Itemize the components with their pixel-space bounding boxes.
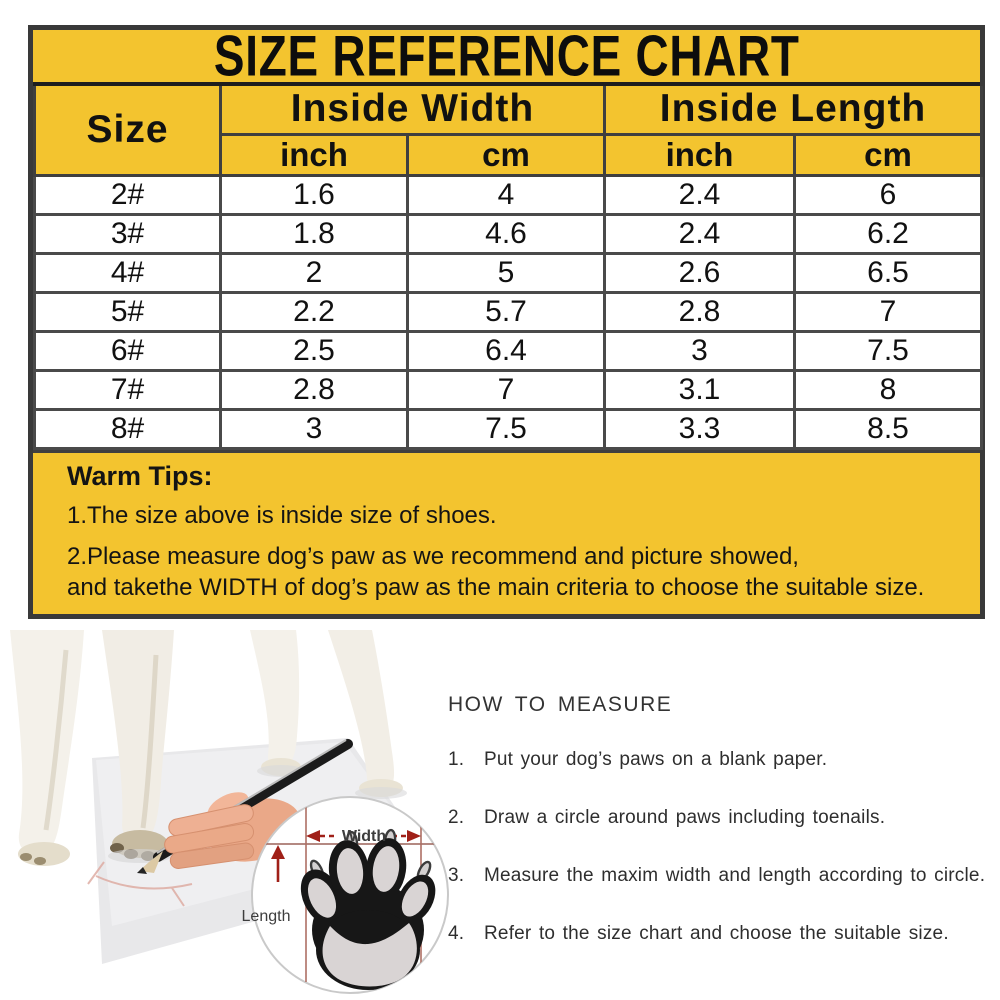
cell-l_cm: 6.5 — [793, 251, 983, 294]
cell-size: 8# — [33, 407, 222, 450]
warm-tips-line-3: and takethe WIDTH of dog’s paw as the ma… — [67, 574, 925, 602]
cell-w_in: 3 — [219, 407, 409, 450]
header-size: Size — [33, 86, 222, 177]
header-length-inch: inch — [603, 132, 796, 177]
howto-heading: HOW TO MEASURE — [448, 693, 673, 716]
size-chart-box: SIZE REFERENCE CHART Size Inside Width I… — [28, 25, 985, 620]
paw-trace — [87, 861, 193, 907]
step-text: Measure the maxim width and length accor… — [484, 865, 986, 886]
warm-tips-heading: Warm Tips: — [67, 460, 213, 491]
size-table-header: Size Inside Width Inside Length inch cm … — [33, 86, 983, 177]
dog-front-left-paw — [18, 842, 70, 866]
table-row: 7# 2.8 7 3.1 8 — [33, 368, 983, 411]
step-number: 4. — [448, 923, 465, 944]
howto-step: 1. Put your dog’s paws on a blank paper. — [448, 749, 998, 771]
table-row: 5# 2.2 5.7 2.8 7 — [33, 290, 983, 333]
cell-l_in: 2.6 — [603, 251, 796, 294]
cell-l_in: 2.4 — [603, 173, 796, 216]
warm-tips: Warm Tips: 1.The size above is inside si… — [33, 449, 980, 615]
measure-photo-svg: Width Length — [10, 630, 449, 994]
table-row: 4# 2 5 2.6 6.5 — [33, 251, 983, 294]
table-row: 6# 2.5 6.4 3 7.5 — [33, 329, 983, 372]
length-label: Length — [242, 908, 291, 925]
header-width-cm: cm — [406, 132, 606, 177]
paw-pads — [307, 846, 429, 987]
cell-w_in: 2.8 — [219, 368, 409, 411]
howto-step: 2. Draw a circle around paws including to… — [448, 807, 998, 829]
length-arrow — [271, 845, 285, 882]
howto-step: 4. Refer to the size chart and choose the… — [448, 923, 998, 945]
step-text: Refer to the size chart and choose the s… — [484, 923, 949, 944]
howto-section: HOW TO MEASURE 1. Put your dog’s paws on … — [448, 693, 998, 981]
cell-l_cm: 8.5 — [793, 407, 983, 450]
dog-hind-left-leg — [250, 630, 300, 768]
cell-w_cm: 5 — [406, 251, 606, 294]
cell-size: 3# — [33, 212, 222, 255]
howto-steps: 1. Put your dog’s paws on a blank paper. 2… — [448, 749, 998, 945]
howto-step: 3. Measure the maxim width and length acc… — [448, 865, 998, 887]
warm-tips-line-1: 1.The size above is inside size of shoes… — [67, 501, 497, 529]
cell-l_in: 2.8 — [603, 290, 796, 333]
table-row: 3# 1.8 4.6 2.4 6.2 — [33, 212, 983, 255]
cell-w_cm: 4 — [406, 173, 606, 216]
width-label: Width — [342, 828, 386, 845]
table-row: 2# 1.6 4 2.4 6 — [33, 173, 983, 216]
cell-w_cm: 6.4 — [406, 329, 606, 372]
cell-l_cm: 8 — [793, 368, 983, 411]
dog-legs — [10, 630, 407, 866]
cell-w_in: 1.6 — [219, 173, 409, 216]
cell-l_cm: 7 — [793, 290, 983, 333]
step-text: Draw a circle around paws including toen… — [484, 807, 886, 828]
cell-w_cm: 5.7 — [406, 290, 606, 333]
cell-l_cm: 7.5 — [793, 329, 983, 372]
cell-w_cm: 4.6 — [406, 212, 606, 255]
table-row: 8# 3 7.5 3.3 8.5 — [33, 407, 983, 450]
width-arrow — [306, 830, 421, 842]
cell-w_cm: 7 — [406, 368, 606, 411]
warm-tips-line-2: 2.Please measure dog’s paw as we recomme… — [67, 542, 799, 570]
step-number: 3. — [448, 865, 465, 886]
cell-size: 4# — [33, 251, 222, 294]
cell-w_in: 2 — [219, 251, 409, 294]
cell-l_in: 2.4 — [603, 212, 796, 255]
cell-l_cm: 6 — [793, 173, 983, 216]
measure-photo: Width Length — [0, 630, 460, 1000]
header-length-cm: cm — [793, 132, 983, 177]
dog-hind-right-leg — [328, 630, 395, 791]
paw-diagram: Width Length — [242, 796, 449, 994]
cell-size: 5# — [33, 290, 222, 333]
cell-w_cm: 7.5 — [406, 407, 606, 450]
cell-l_in: 3.1 — [603, 368, 796, 411]
cell-w_in: 2.5 — [219, 329, 409, 372]
header-inside-length: Inside Length — [603, 86, 983, 136]
size-table: Size Inside Width Inside Length inch cm … — [33, 86, 983, 450]
step-text: Put your dog’s paws on a blank paper. — [484, 749, 828, 770]
cell-size: 6# — [33, 329, 222, 372]
cell-w_in: 2.2 — [219, 290, 409, 333]
dog-front-left-leg — [10, 630, 84, 854]
chart-title-text: SIZE REFERENCE CHART — [213, 30, 800, 86]
fingers — [164, 804, 255, 869]
cell-l_in: 3.3 — [603, 407, 796, 450]
cell-w_in: 1.8 — [219, 212, 409, 255]
cell-size: 2# — [33, 173, 222, 216]
step-number: 2. — [448, 807, 465, 828]
cell-l_cm: 6.2 — [793, 212, 983, 255]
step-number: 1. — [448, 749, 465, 770]
cell-l_in: 3 — [603, 329, 796, 372]
header-inside-width: Inside Width — [219, 86, 606, 136]
header-width-inch: inch — [219, 132, 409, 177]
chart-title: SIZE REFERENCE CHART — [33, 30, 980, 86]
cell-size: 7# — [33, 368, 222, 411]
size-table-body: 2# 1.6 4 2.4 6 3# 1.8 4.6 2.4 6.2 4# 2 5 2.6 6.5 5# 2.2 5… — [33, 173, 983, 450]
